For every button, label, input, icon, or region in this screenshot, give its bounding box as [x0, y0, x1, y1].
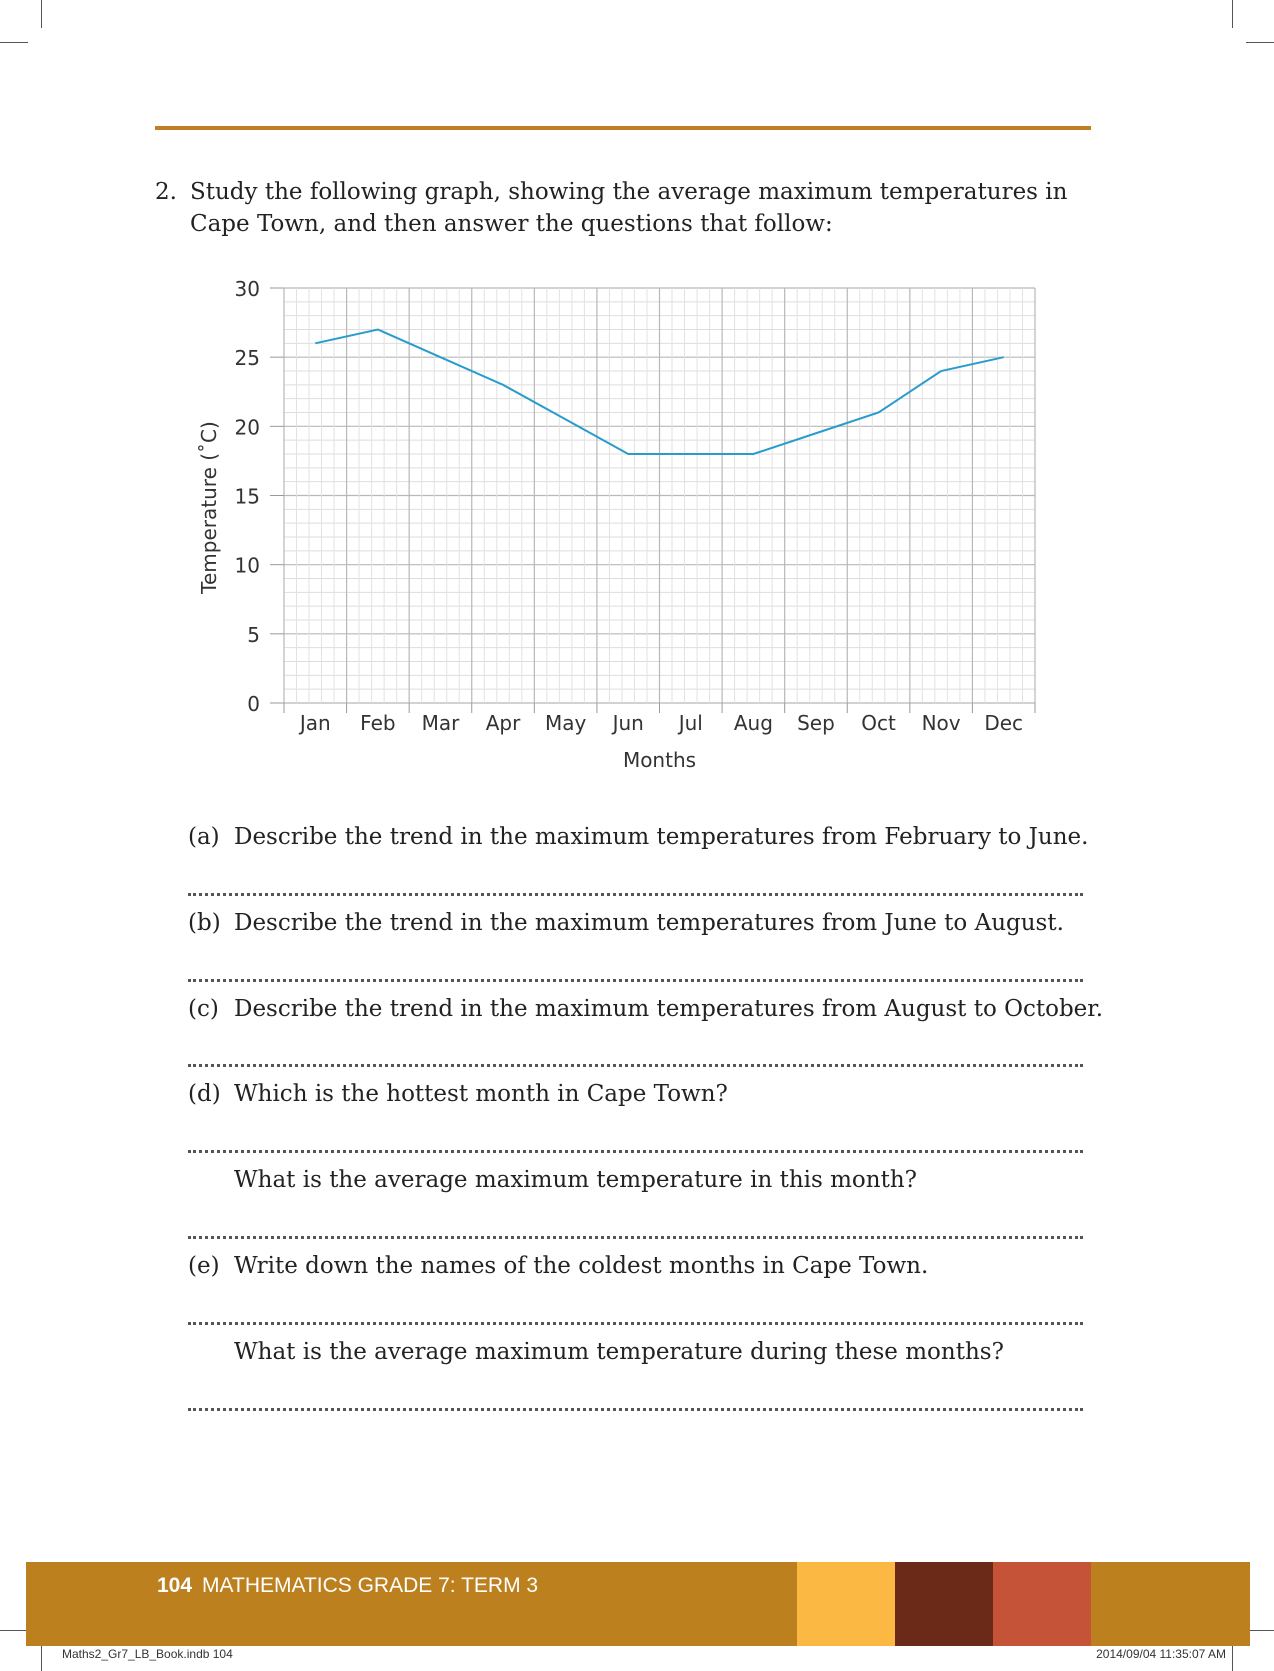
x-tick-label: Jun [611, 711, 644, 735]
subquestion-label: (d) [188, 1081, 221, 1107]
subquestion-text: Describe the trend in the maximum temper… [234, 824, 1089, 850]
y-tick-label: 25 [235, 346, 260, 370]
subquestion-label: (c) [188, 996, 219, 1022]
x-tick-label: Oct [861, 711, 896, 735]
subquestion-c: (c) Describe the trend in the maximum tem… [188, 994, 1103, 1024]
crop-mark [1232, 1645, 1233, 1671]
y-tick-label: 0 [247, 692, 260, 716]
subquestion-text: Describe the trend in the maximum temper… [234, 910, 1064, 936]
subquestion-text: What is the average maximum temperature … [234, 1167, 917, 1193]
y-tick-label: 15 [235, 485, 260, 509]
header-rule [155, 126, 1091, 130]
y-tick-label: 30 [235, 277, 260, 301]
crop-mark [0, 42, 28, 43]
y-tick-label: 5 [247, 623, 260, 647]
y-axis-label: Temperature (˚C) [197, 421, 221, 595]
x-tick-label: Jul [677, 711, 703, 735]
crop-mark [41, 1645, 42, 1671]
subquestion-a: (a) Describe the trend in the maximum tem… [188, 822, 1088, 852]
answer-line[interactable] [188, 1236, 1083, 1239]
x-tick-label: Aug [734, 711, 773, 735]
answer-line[interactable] [188, 1150, 1083, 1153]
subquestion-label: (b) [188, 910, 221, 936]
crop-mark [41, 0, 42, 28]
crop-mark [1232, 0, 1233, 28]
answer-line[interactable] [188, 1064, 1083, 1067]
x-tick-label: Jan [298, 711, 331, 735]
crop-mark [1246, 1630, 1274, 1631]
subquestion-d-followup: What is the average maximum temperature … [188, 1165, 917, 1195]
subquestion-label: (e) [188, 1253, 220, 1279]
question-number: 2. [155, 179, 177, 205]
answer-line[interactable] [188, 1322, 1083, 1325]
answer-line[interactable] [188, 893, 1083, 896]
crop-mark [1246, 42, 1274, 43]
answer-line[interactable] [188, 979, 1083, 982]
subquestion-e: (e) Write down the names of the coldest m… [188, 1251, 928, 1281]
y-tick-label: 10 [235, 554, 260, 578]
x-tick-label: Feb [360, 711, 395, 735]
footer-text: 104 MATHEMATICS GRADE 7: TERM 3 [157, 1572, 538, 1600]
subquestion-text: Describe the trend in the maximum temper… [234, 996, 1104, 1022]
temperature-chart: 0 5 10 15 20 25 30 Jan Feb Mar Apr May Jun Jul Aug Sep O… [197, 277, 1036, 772]
x-tick-label: Dec [984, 711, 1023, 735]
x-tick-label: Nov [922, 711, 961, 735]
print-timestamp: 2014/09/04 11:35:07 AM [1096, 1647, 1226, 1661]
subquestion-text: Which is the hottest month in Cape Town? [234, 1081, 728, 1107]
footer-swatch [895, 1562, 993, 1646]
subquestion-label: (a) [188, 824, 220, 850]
answer-line[interactable] [188, 1408, 1083, 1411]
subquestion-text: Write down the names of the coldest mont… [234, 1253, 929, 1279]
x-tick-label: Mar [422, 711, 461, 735]
print-file-info: Maths2_Gr7_LB_Book.indb 104 [62, 1647, 233, 1661]
subquestion-e-followup: What is the average maximum temperature … [188, 1337, 1004, 1367]
subquestion-d: (d) Which is the hottest month in Cape To… [188, 1079, 728, 1109]
subquestion-text: What is the average maximum temperature … [234, 1339, 1004, 1365]
footer-swatch [993, 1562, 1091, 1646]
subquestion-b: (b) Describe the trend in the maximum tem… [188, 908, 1064, 938]
footer-swatch [797, 1562, 895, 1646]
footer-title: MATHEMATICS GRADE 7: TERM 3 [202, 1574, 539, 1597]
y-tick-label: 20 [235, 415, 260, 439]
question-text: Study the following graph, showing the a… [190, 179, 1068, 237]
page-number: 104 [157, 1574, 193, 1597]
temperature-series-line [315, 328, 1004, 455]
crop-mark [0, 1630, 28, 1631]
x-axis-label: Months [623, 748, 696, 772]
x-tick-label: Apr [486, 711, 521, 735]
x-tick-label: Sep [797, 711, 835, 735]
x-tick-label: May [545, 711, 587, 735]
